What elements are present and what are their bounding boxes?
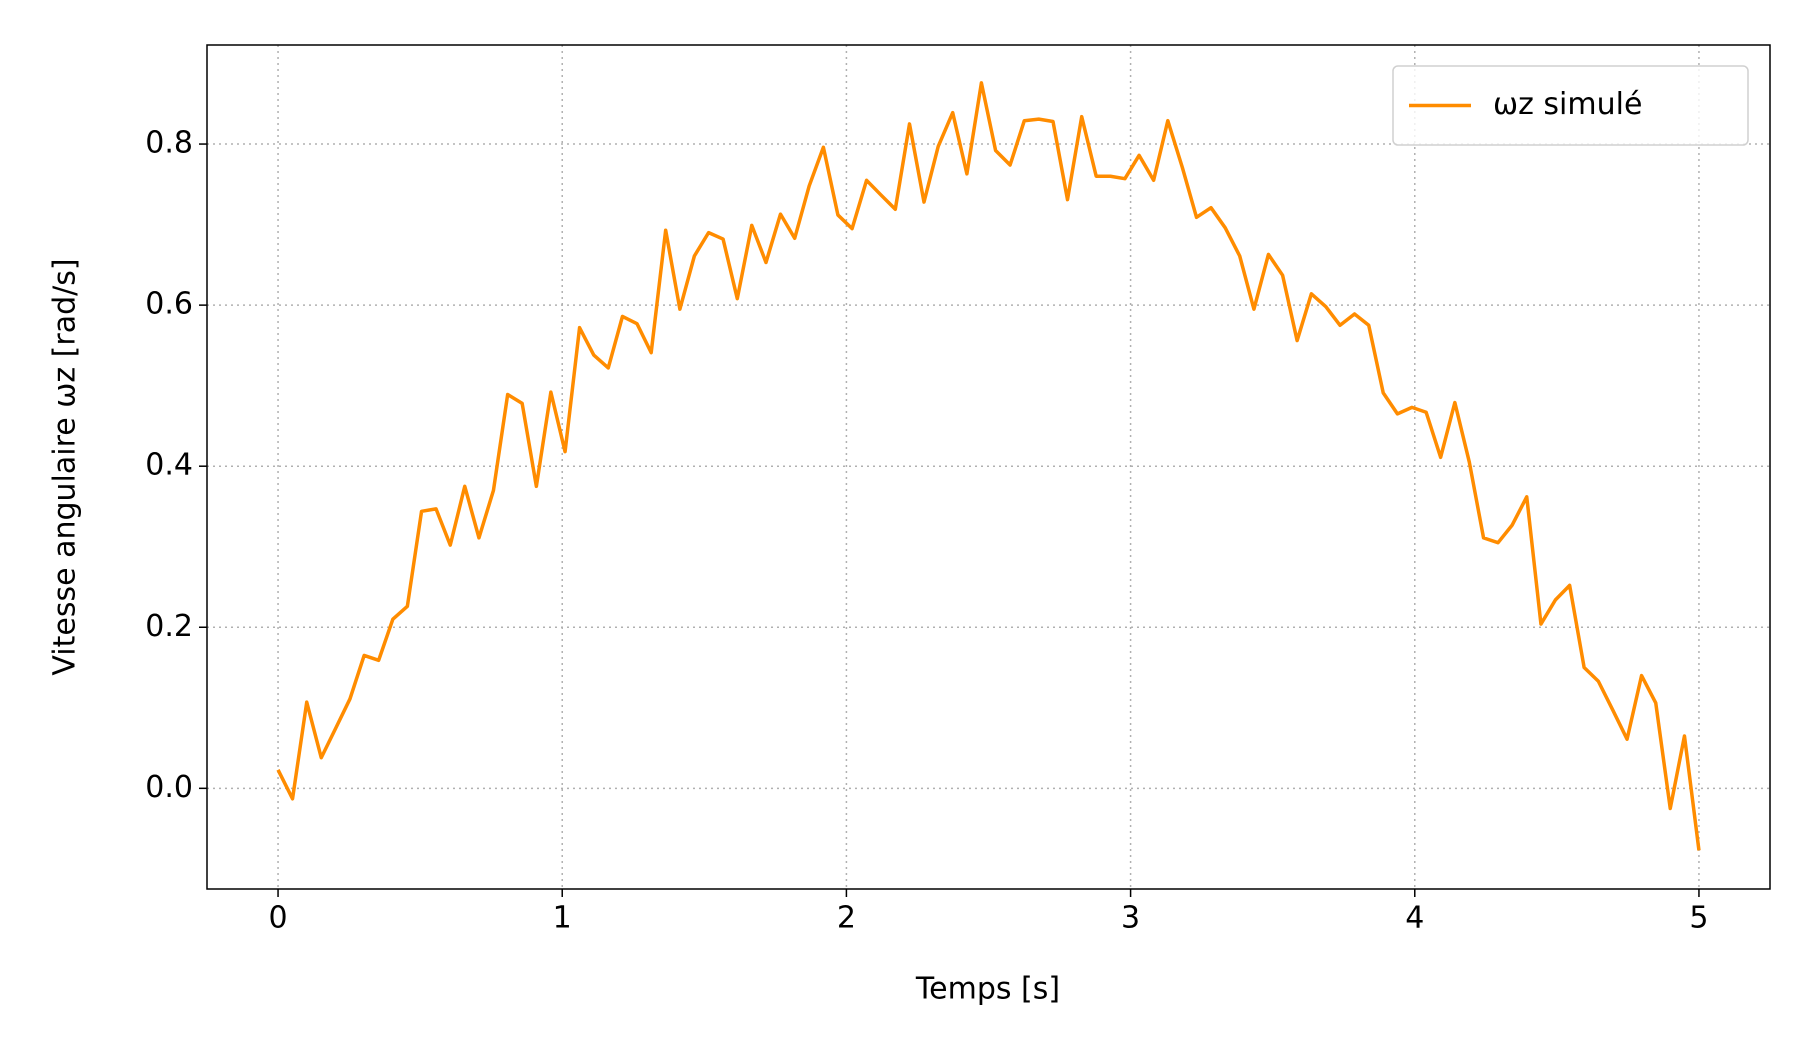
- x-tick-label: 1: [553, 901, 572, 936]
- x-tick-label: 4: [1405, 901, 1424, 936]
- x-tick-label: 5: [1689, 901, 1708, 936]
- legend-box: [1392, 65, 1749, 146]
- y-tick-label: 0.0: [145, 770, 193, 805]
- x-tick-label: 3: [1121, 901, 1140, 936]
- y-tick-label: 0.6: [145, 287, 193, 322]
- legend-label: ωz simulé: [1493, 87, 1642, 122]
- y-tick-label: 0.2: [145, 609, 193, 644]
- x-axis-label: Temps [s]: [915, 972, 1060, 1007]
- data-line: [276, 81, 1701, 851]
- x-tick-label: 0: [268, 901, 287, 936]
- y-tick-label: 0.8: [145, 126, 193, 161]
- x-tick-label: 2: [837, 901, 856, 936]
- y-axis-label: Vitesse angulaire ωz [rad/s]: [48, 258, 83, 675]
- plot-frame: [206, 44, 1771, 890]
- y-tick-label: 0.4: [145, 448, 193, 483]
